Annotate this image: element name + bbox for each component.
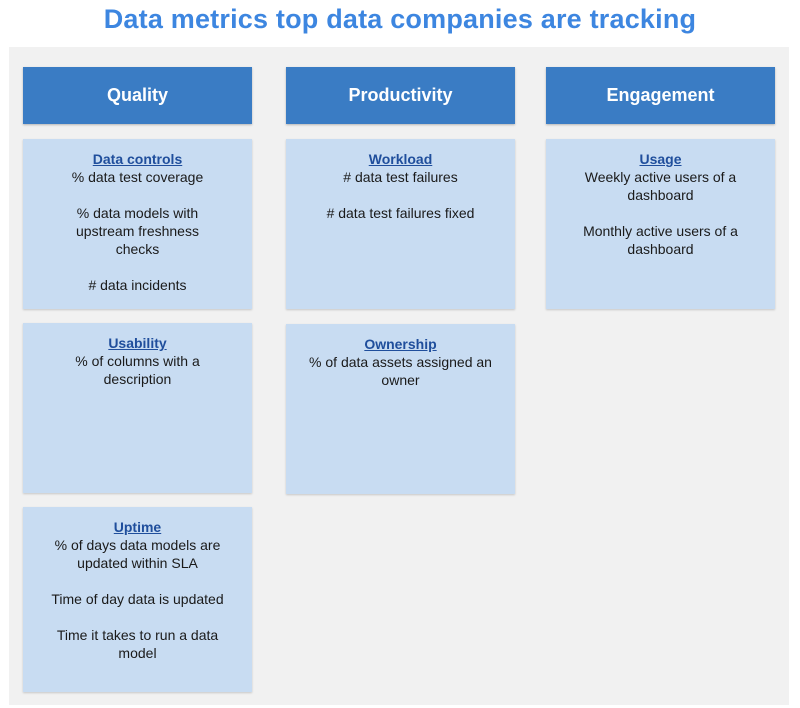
metric-item: Time it takes to run a data model [56,627,219,661]
metric-item: % of days data models are updated within… [54,537,221,571]
metric-item: % data models with upstream freshness ch… [76,205,199,257]
metric-item: Monthly active users of a dashboard [583,223,738,257]
card-ownership: Ownership % of data assets assigned an o… [286,324,515,494]
metric-item: # data test failures fixed [326,205,475,221]
column-header-quality: Quality [23,67,252,124]
card-data-controls: Data controls % data test coverage % dat… [23,139,252,309]
metric-item: Time of day data is updated [51,591,224,607]
column-header-label: Quality [106,85,168,105]
metric-item: % of data assets assigned an owner [309,354,492,388]
card-usage: Usage Weekly active users of a dashboard… [546,139,775,309]
card-uptime: Uptime % of days data models are updated… [23,507,252,692]
card-workload: Workload # data test failures # data tes… [286,139,515,309]
column-header-label: Engagement [606,85,715,105]
card-usability: Usability % of columns with a descriptio… [23,323,252,493]
column-header-engagement: Engagement [546,67,775,124]
card-title-uptime[interactable]: Uptime [113,519,162,535]
card-title-workload[interactable]: Workload [368,151,433,167]
page-title: Data metrics top data companies are trac… [103,4,697,34]
metric-item: % of columns with a description [75,353,200,387]
card-title-usage[interactable]: Usage [639,151,682,167]
card-title-usability[interactable]: Usability [108,335,167,351]
card-title-ownership[interactable]: Ownership [364,336,437,352]
column-header-label: Productivity [348,85,453,105]
metrics-board: Quality Productivity Engagement Data con… [9,47,789,705]
metric-item: # data incidents [88,277,187,293]
column-header-productivity: Productivity [286,67,515,124]
card-title-data-controls[interactable]: Data controls [92,151,183,167]
metric-item: % data test coverage [71,169,204,185]
metric-item: # data test failures [343,169,458,185]
metric-item: Weekly active users of a dashboard [584,169,737,203]
